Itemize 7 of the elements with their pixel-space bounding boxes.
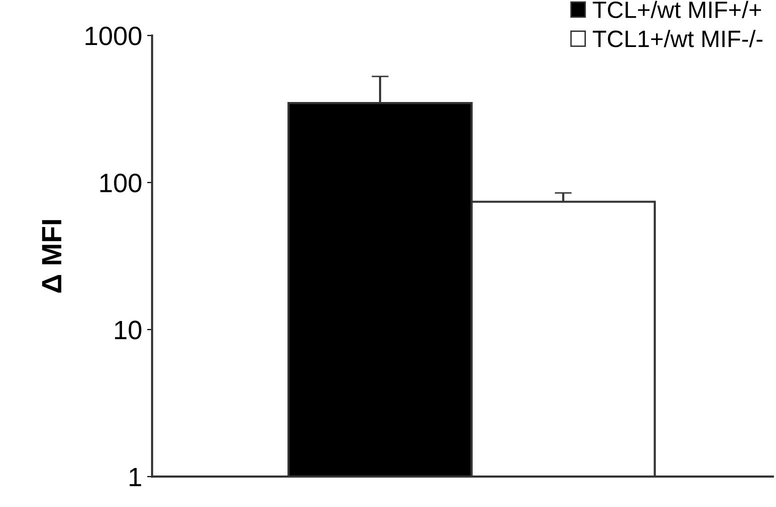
y-tick-label: 1: [130, 468, 142, 486]
y-tick-label: 100: [100, 174, 142, 192]
y-tick-label: 10: [115, 320, 142, 340]
y-axis-title: Δ MFI: [42, 220, 62, 293]
legend-label: TCL1+/wt MIF-/-: [592, 30, 762, 48]
y-tick-label: 1000: [86, 26, 142, 46]
legend-label: TCL+/wt MIF+/+: [592, 0, 762, 18]
